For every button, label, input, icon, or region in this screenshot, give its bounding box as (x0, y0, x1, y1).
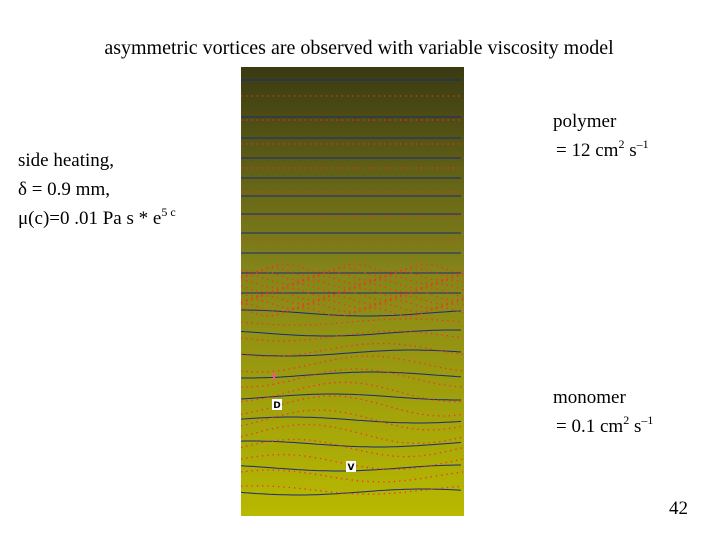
streamline (240, 271, 464, 281)
label-box (272, 399, 282, 410)
left-line: side heating, (18, 150, 114, 171)
streamline (240, 287, 464, 297)
contour-line (241, 309, 462, 317)
streamline (240, 307, 464, 317)
contour-line (240, 329, 462, 337)
contour-line (240, 440, 462, 448)
exponent: 2 (618, 137, 624, 151)
streamline (240, 485, 464, 495)
contour-line (240, 393, 461, 401)
contour-line (241, 371, 462, 379)
slide-title: asymmetric vortices are observed with va… (104, 37, 614, 59)
streamline (240, 299, 464, 309)
streamline (240, 267, 464, 277)
streamline (240, 469, 464, 483)
monomer-label: monomer (553, 387, 626, 408)
streamline (240, 275, 464, 285)
streamline (240, 381, 464, 403)
left-line: δ = 0.9 mm, (18, 179, 110, 200)
formula-exponent: 5 c (161, 205, 175, 219)
label-box (346, 461, 356, 472)
formula: μ(c)=0 .01 Pa s * e (18, 208, 161, 229)
monomer-value: = 0.1 cm2 s–1 (556, 413, 653, 437)
streamline (240, 279, 464, 289)
streamline (240, 263, 464, 273)
simulation-image: DV (240, 67, 464, 516)
streamline (240, 295, 464, 305)
streamline (240, 303, 464, 313)
streamline (241, 291, 464, 301)
value: = 0.1 cm (556, 416, 623, 437)
contour-line (240, 349, 462, 357)
streamline (240, 423, 464, 445)
polymer-label: polymer (553, 111, 617, 132)
left-line: μ(c)=0 .01 Pa s * e5 c (18, 205, 176, 229)
value: = 12 cm (556, 140, 619, 161)
unit: s (624, 140, 636, 161)
page-number: 42 (669, 498, 688, 519)
image-label: V (348, 463, 355, 473)
streamline (240, 409, 464, 431)
streamline (240, 342, 464, 358)
polymer-value: = 12 cm2 s–1 (556, 137, 649, 161)
contour-line (240, 488, 462, 496)
contour-line (240, 416, 462, 424)
exponent: –1 (636, 137, 649, 151)
unit: s (629, 416, 641, 437)
image-background (241, 67, 464, 516)
image-label: D (273, 401, 280, 411)
streamline (240, 330, 464, 342)
exponent: 2 (623, 413, 629, 427)
streamline (240, 355, 464, 373)
streamline (240, 438, 464, 458)
exponent: –1 (640, 413, 653, 427)
streamline (240, 368, 464, 388)
